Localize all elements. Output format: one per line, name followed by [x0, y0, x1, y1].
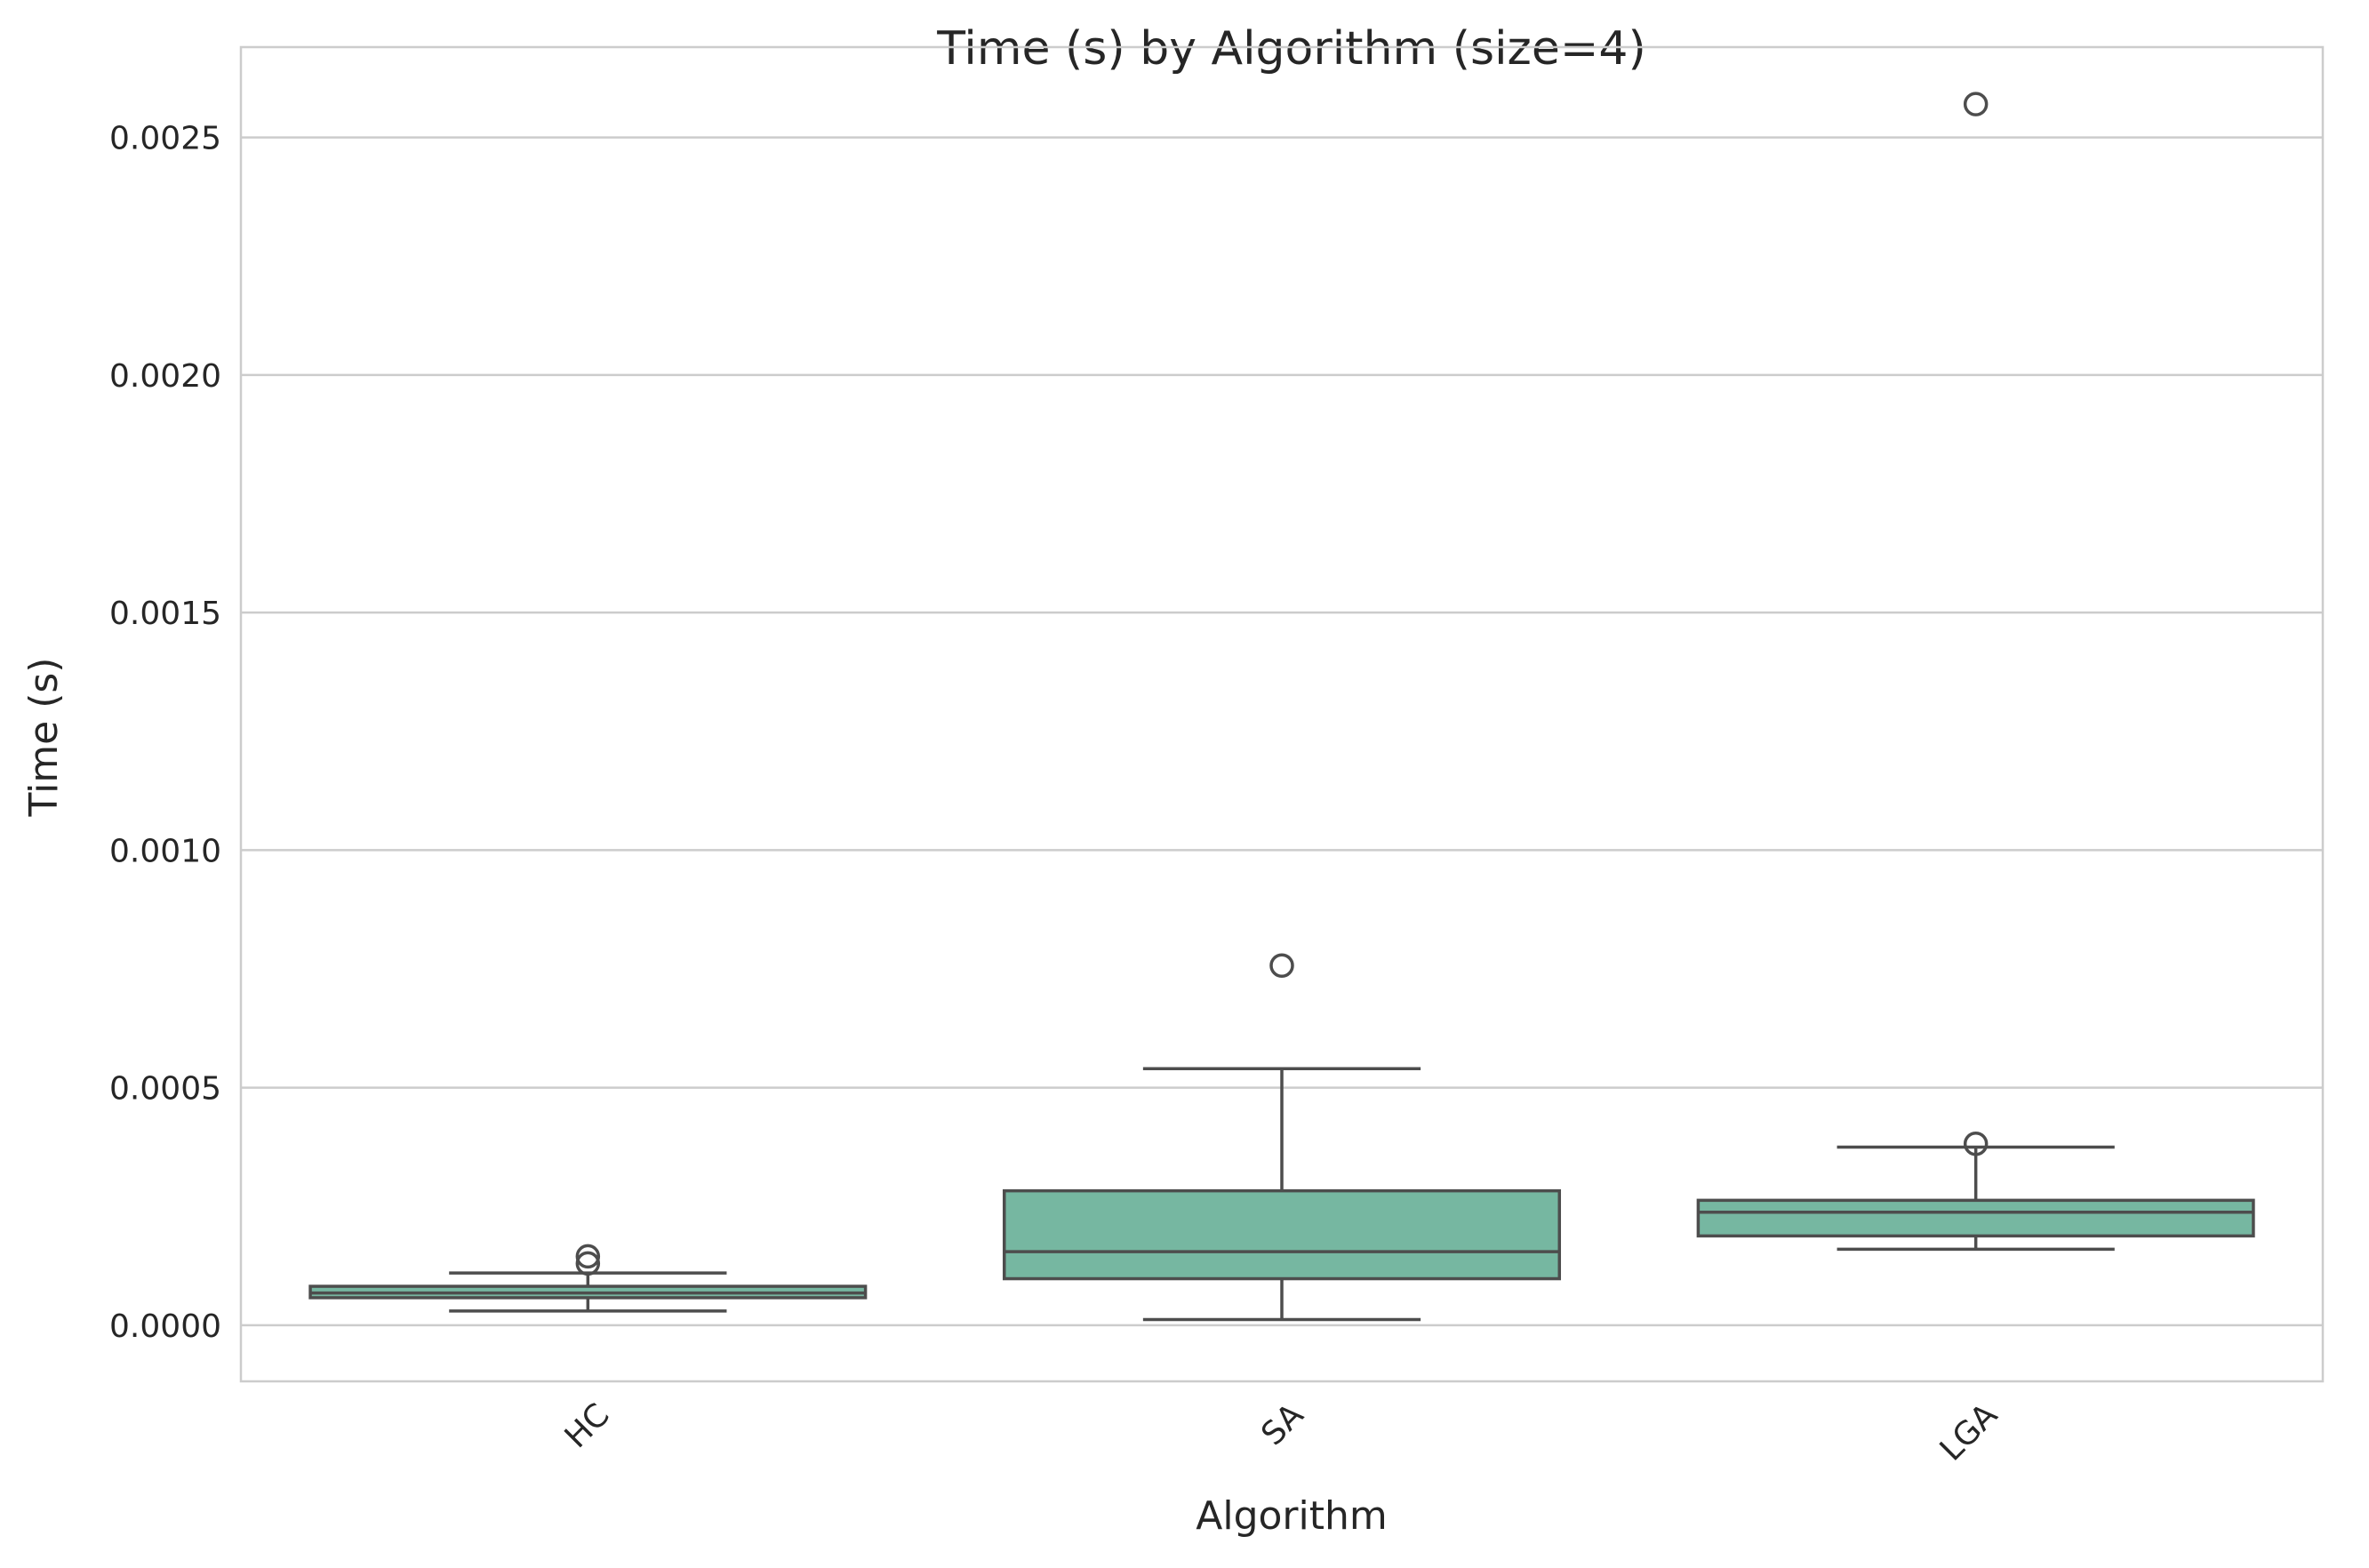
box-sa: [1002, 953, 1562, 1322]
y-tick-label: 0.0005: [109, 1071, 221, 1108]
outlier-point: [575, 1244, 601, 1269]
chart-title: Time (s) by Algorithm (size=4): [936, 22, 1646, 76]
y-tick-label: 0.0020: [109, 358, 221, 395]
box-lga: [1696, 92, 2255, 1252]
x-axis-label: Algorithm: [1196, 1493, 1388, 1539]
outlier-point: [1269, 953, 1294, 979]
outlier-point: [575, 1251, 601, 1276]
y-axis-label: Time (s): [21, 658, 67, 818]
iqr-box: [1696, 1198, 2255, 1238]
grid-lines: [241, 136, 2323, 1327]
outlier-point: [1963, 92, 1989, 116]
iqr-box: [1002, 1188, 1562, 1281]
y-tick-label: 0.0025: [109, 121, 221, 157]
y-tick-label: 0.0000: [109, 1308, 221, 1345]
y-tick-label: 0.0015: [109, 596, 221, 632]
outlier-point: [1963, 1131, 1989, 1156]
boxes-layer: [308, 92, 2255, 1322]
plot-frame: [239, 45, 2325, 1383]
y-tick-label: 0.0010: [109, 833, 221, 869]
box-hc: [308, 1244, 868, 1313]
y-tick-labels: 0.0000 0.0005 0.0010 0.0015 0.0020 0.0025: [109, 121, 221, 1345]
